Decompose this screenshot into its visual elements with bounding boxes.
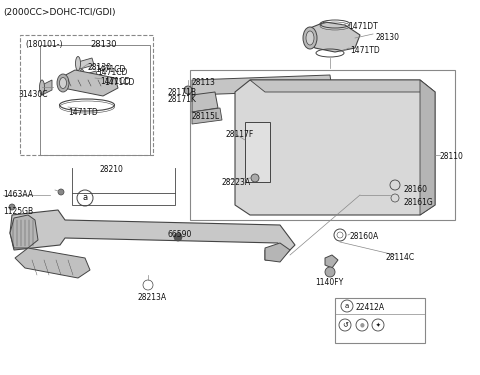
Circle shape (9, 204, 15, 210)
Text: 28110: 28110 (440, 152, 464, 161)
Text: 28213A: 28213A (138, 293, 167, 302)
Text: 22412A: 22412A (356, 303, 385, 312)
Text: (180101-): (180101-) (25, 40, 62, 49)
Text: 28161G: 28161G (403, 198, 433, 207)
Polygon shape (325, 255, 338, 268)
Ellipse shape (39, 80, 45, 95)
Bar (20, 35, 153, 155)
Text: a: a (83, 194, 87, 202)
Text: 28223A: 28223A (222, 178, 251, 187)
Polygon shape (15, 248, 90, 278)
Text: 1471DT: 1471DT (348, 22, 378, 31)
Text: 28114C: 28114C (385, 253, 414, 262)
Text: 1471TD: 1471TD (68, 108, 98, 117)
Text: a: a (345, 303, 349, 309)
Circle shape (174, 233, 182, 241)
Circle shape (325, 267, 335, 277)
Ellipse shape (60, 78, 67, 88)
Polygon shape (10, 210, 295, 260)
Text: 1140FY: 1140FY (315, 278, 343, 287)
Text: 28113: 28113 (192, 78, 216, 87)
Text: 1471CD: 1471CD (104, 78, 134, 87)
Circle shape (58, 189, 64, 195)
Ellipse shape (75, 57, 81, 70)
Text: 31430C: 31430C (18, 90, 48, 99)
Ellipse shape (306, 31, 314, 45)
Bar (40, 45, 150, 155)
Text: 28115L: 28115L (192, 112, 220, 121)
Text: 28160A: 28160A (350, 232, 379, 241)
Polygon shape (265, 243, 290, 262)
Text: ●: ● (360, 322, 364, 327)
Text: 28210: 28210 (100, 165, 124, 174)
Text: 28130: 28130 (90, 40, 117, 49)
Polygon shape (42, 80, 52, 95)
Text: 28171B: 28171B (168, 88, 197, 97)
Polygon shape (192, 92, 218, 112)
Text: 1471CD: 1471CD (100, 77, 131, 86)
Polygon shape (250, 80, 435, 92)
Text: 1471TD: 1471TD (350, 46, 380, 55)
Ellipse shape (80, 69, 84, 84)
Text: ↺: ↺ (342, 322, 348, 328)
Text: 1471CD: 1471CD (97, 68, 127, 77)
Polygon shape (192, 75, 332, 95)
Text: 28117F: 28117F (225, 130, 253, 139)
Text: 1463AA: 1463AA (3, 190, 33, 199)
Polygon shape (308, 22, 360, 52)
Bar (335, 298, 425, 343)
Ellipse shape (303, 27, 317, 49)
Polygon shape (82, 71, 98, 82)
Bar (245, 122, 270, 182)
Polygon shape (78, 58, 94, 69)
Circle shape (251, 174, 259, 182)
Bar (190, 70, 455, 220)
Text: 28171K: 28171K (168, 95, 197, 104)
Polygon shape (192, 108, 222, 124)
Polygon shape (420, 80, 435, 215)
Polygon shape (60, 70, 118, 96)
Text: 1125GB: 1125GB (3, 207, 33, 216)
Polygon shape (235, 80, 435, 215)
Text: ✦: ✦ (376, 322, 380, 327)
Text: 66590: 66590 (168, 230, 192, 239)
Circle shape (184, 86, 192, 94)
Ellipse shape (57, 74, 69, 92)
Text: (2000CC>DOHC-TCI/GDI): (2000CC>DOHC-TCI/GDI) (3, 8, 116, 17)
Text: 28130: 28130 (88, 63, 112, 72)
Text: 28130: 28130 (375, 33, 399, 42)
Polygon shape (10, 215, 38, 248)
Text: 1471CD: 1471CD (95, 65, 125, 74)
Text: 28160: 28160 (403, 185, 427, 194)
